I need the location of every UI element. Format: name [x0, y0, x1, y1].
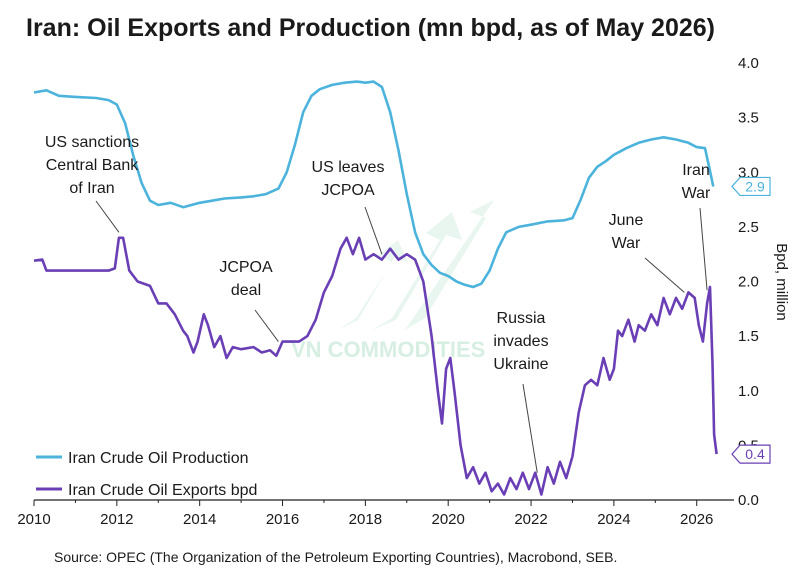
- annotation-text: June: [609, 212, 644, 229]
- x-tick-label: 2010: [17, 511, 50, 528]
- x-tick-label: 2016: [266, 511, 299, 528]
- annotation-leader: [254, 309, 279, 342]
- annotation-text: deal: [231, 282, 261, 299]
- production-line: [33, 80, 715, 289]
- annotation-text: US sanctions: [45, 134, 139, 151]
- y-tick-label: 3.5: [738, 110, 759, 127]
- annotation: US sanctions Central Bank of Iran: [45, 134, 139, 233]
- annotation-text: of Iran: [69, 180, 114, 197]
- annotation-leader: [522, 383, 538, 473]
- y-tick-label: 1.0: [738, 383, 759, 400]
- source-note: Source: OPEC (The Organization of the Pe…: [54, 549, 618, 565]
- annotation-leader: [364, 206, 383, 255]
- x-tick-label: 2018: [349, 511, 382, 528]
- x-tick-label: 2014: [183, 511, 216, 528]
- annotation: Iran War: [682, 162, 711, 291]
- annotation-leader: [644, 257, 685, 293]
- y-axis-title: Bpd, million: [773, 243, 790, 321]
- annotation: June War: [609, 212, 685, 293]
- y-tick-label: 2.0: [738, 274, 759, 291]
- annotation-layer: US sanctions Central Bank of Iran JCPOA deal…: [45, 134, 711, 473]
- annotation-text: Ukraine: [493, 356, 548, 373]
- y-tick-label: 1.5: [738, 328, 759, 345]
- x-tick-label: 2026: [680, 511, 713, 528]
- annotation-text: Russia: [497, 310, 546, 327]
- exports-line: [33, 236, 718, 496]
- y-tick-label: 2.5: [738, 219, 759, 236]
- y-tick-label: 4.0: [738, 55, 759, 72]
- annotation-text: Iran: [682, 162, 710, 179]
- end-label-value: 2.9: [745, 178, 765, 194]
- axes: 2010 2012 2014 2016 2018 2020 2022 2024 2026 0.0 0…: [17, 55, 790, 528]
- end-label-box: [731, 176, 771, 197]
- legend: Iran Crude Oil Production Iran Crude Oil …: [36, 450, 257, 499]
- production-end-label: 2.9: [731, 176, 771, 197]
- x-tick-label: 2024: [597, 511, 630, 528]
- annotation-leader: [699, 207, 708, 291]
- y-tick-label: 0.0: [738, 492, 759, 509]
- x-tick-label: 2012: [100, 511, 133, 528]
- annotation-text: War: [682, 185, 711, 202]
- series-layer: 2.9 0.4: [33, 80, 771, 496]
- annotation-text: US leaves: [312, 159, 385, 176]
- watermark-arrow-icon: [338, 200, 494, 330]
- x-tick-label: 2022: [514, 511, 547, 528]
- annotation-leader: [95, 200, 120, 233]
- annotation: US leaves JCPOA: [312, 159, 385, 255]
- end-label-value: 0.4: [745, 446, 765, 462]
- exports-end-label: 0.4: [731, 444, 771, 464]
- annotation-text: invades: [493, 333, 548, 350]
- legend-label-exports: Iran Crude Oil Exports bpd: [68, 482, 257, 499]
- chart-title: Iran: Oil Exports and Production (mn bpd…: [26, 14, 715, 42]
- annotation: Russia invades Ukraine: [493, 310, 549, 473]
- end-label-box: [731, 444, 771, 464]
- x-tick-label: 2020: [432, 511, 465, 528]
- annotation: JCPOA deal: [219, 259, 279, 342]
- annotation-text: JCPOA: [321, 182, 375, 199]
- annotation-text: JCPOA: [219, 259, 273, 276]
- annotation-text: War: [612, 235, 641, 252]
- annotation-text: Central Bank: [46, 157, 139, 174]
- watermark-text: VN COMMODITIES: [291, 337, 485, 362]
- legend-label-production: Iran Crude Oil Production: [68, 450, 249, 467]
